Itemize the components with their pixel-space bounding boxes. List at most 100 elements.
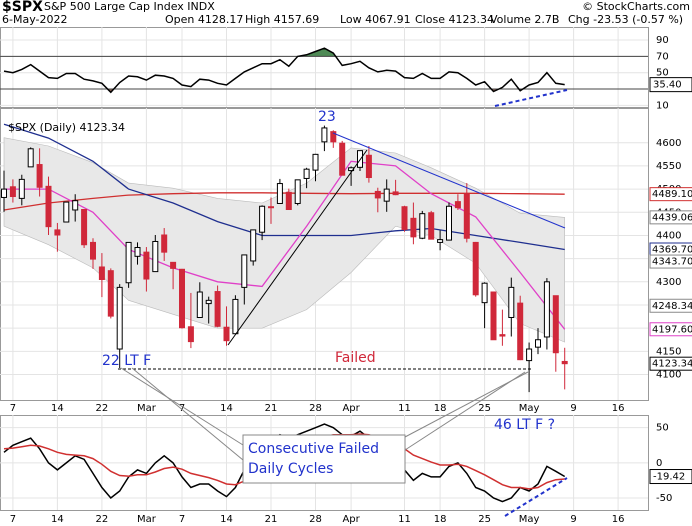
panel-frame — [0, 27, 649, 108]
price-label: 4123.34 — [652, 359, 692, 370]
line — [3, 47, 565, 94]
candle-body — [294, 179, 301, 204]
date: 6-May-2022 — [2, 13, 67, 26]
candle-body — [321, 127, 328, 143]
quote-change: Chg -23.53 (-0.57 %) — [568, 13, 683, 26]
candle-body — [241, 254, 248, 288]
candle-body — [81, 209, 88, 246]
source: © StockCharts.com — [582, 0, 690, 13]
candle-body — [187, 326, 194, 343]
candle-body — [125, 241, 132, 284]
candle-body — [454, 201, 461, 209]
x-tick-label: 16 — [612, 514, 625, 525]
callout-text: Daily Cycles — [248, 461, 333, 477]
candle-body — [383, 188, 390, 202]
annotations: Consecutive Failed Daily Cycles 23 22 LT… — [102, 89, 568, 517]
x-tick-label: May — [519, 403, 540, 414]
candle-body — [285, 191, 292, 211]
candle-body — [9, 186, 16, 198]
annotation: 22 LT F — [102, 353, 151, 369]
quote-open: Open 4128.17 — [165, 13, 243, 26]
annotation: 46 LT F ? — [494, 417, 555, 433]
candle-body — [170, 261, 177, 269]
x-tick-label: 28 — [309, 403, 322, 414]
candle-body — [517, 302, 524, 361]
symbol-name: S&P 500 Large Cap Index INDX — [44, 0, 215, 13]
candle-body — [205, 299, 212, 305]
candle-body — [152, 240, 159, 273]
callout-line — [404, 371, 526, 451]
candle-body — [223, 326, 230, 342]
x-tick-label: 28 — [309, 514, 322, 525]
candle-body — [312, 153, 319, 171]
candle-body — [561, 360, 568, 365]
price-label: 4369.70 — [652, 245, 692, 256]
price-label: 4439.06 — [652, 212, 692, 223]
price-label-box — [649, 322, 692, 337]
candle-body — [526, 348, 533, 362]
candle-body — [214, 291, 221, 327]
x-tick-label: Mar — [137, 403, 157, 414]
value-label-box — [649, 469, 692, 485]
candle-body — [196, 291, 203, 318]
y-tick-label: 50 — [656, 423, 669, 434]
candle-body — [365, 154, 372, 179]
price-label-box — [649, 187, 692, 202]
x-tick-label: 11 — [398, 403, 411, 414]
x-tick-label: 9 — [570, 514, 576, 525]
candle-body — [63, 201, 70, 223]
candle-body — [437, 239, 444, 243]
candle-body — [143, 251, 150, 280]
x-tick-label: 14 — [51, 403, 64, 414]
x-tick-label: Apr — [342, 403, 360, 414]
x-tick-label: 25 — [478, 514, 491, 525]
candle-body — [36, 164, 43, 188]
x-tick-label: 22 — [96, 514, 109, 525]
x-tick-label: Mar — [137, 514, 157, 525]
candle-body — [179, 268, 185, 329]
candle-body — [116, 286, 123, 350]
y-tick-label: 4150 — [656, 346, 681, 357]
candle-body — [535, 339, 541, 348]
candle-body — [543, 281, 550, 338]
x-tick-label: 21 — [265, 403, 278, 414]
candle-body — [374, 190, 381, 199]
candle-body — [401, 206, 408, 230]
candle-body — [18, 178, 25, 199]
candle-body — [446, 205, 452, 241]
panel-frame — [0, 108, 649, 401]
candle-body — [463, 193, 470, 239]
candle-body — [481, 282, 488, 304]
x-tick-label: 14 — [220, 514, 233, 525]
y-tick-label: 4550 — [656, 161, 681, 172]
y-tick-label: 10 — [656, 100, 669, 111]
price-label: 4489.10 — [652, 189, 692, 200]
candle-body — [161, 234, 168, 253]
candle-body — [45, 185, 52, 228]
value-label-box — [649, 77, 692, 93]
x-tick-label: 14 — [220, 403, 233, 414]
candle-body — [1, 188, 7, 198]
x-tick-label: 7 — [179, 514, 185, 525]
y-tick-label: 50 — [656, 68, 669, 79]
candle-body — [552, 295, 559, 354]
callout-line — [131, 367, 244, 461]
x-tick-label: 21 — [265, 514, 278, 525]
price-label-box — [649, 254, 692, 269]
y-tick-label: 4400 — [656, 230, 681, 241]
y-tick-label: 4100 — [656, 370, 681, 381]
candle-body — [499, 334, 506, 337]
y-tick-label: -50 — [656, 493, 672, 504]
callout-line — [120, 367, 244, 446]
x-tick-label: 18 — [434, 403, 447, 414]
price-label-box — [649, 210, 692, 225]
annotation: Failed — [335, 350, 376, 366]
candle-body — [330, 131, 337, 143]
y-tick-label: 90 — [656, 35, 669, 46]
x-tick-label: 18 — [434, 514, 447, 525]
candle-body — [27, 148, 34, 168]
candle-body — [472, 241, 479, 296]
osc-divergence — [504, 477, 568, 517]
price-label: 4197.60 — [652, 324, 692, 335]
